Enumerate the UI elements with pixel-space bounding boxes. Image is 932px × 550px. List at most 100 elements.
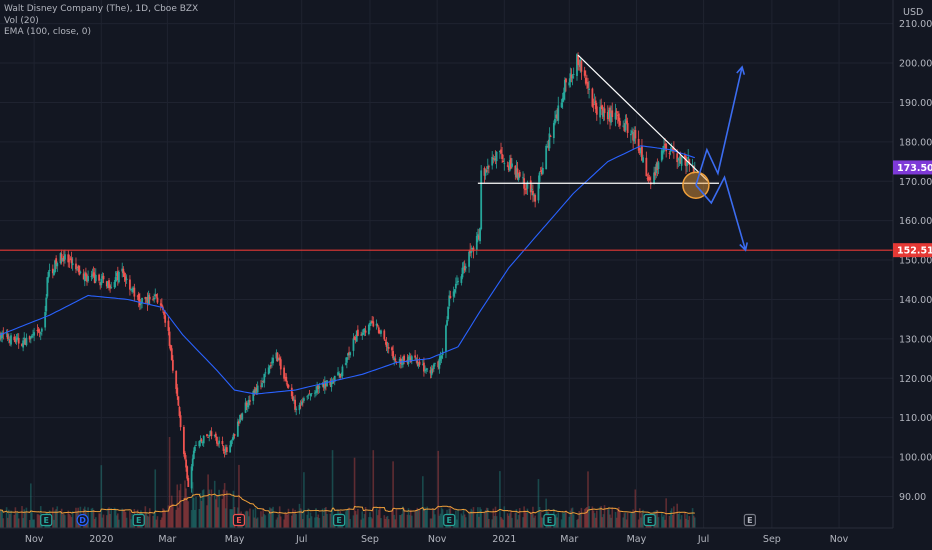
bullish-scenario-arrow[interactable] bbox=[695, 65, 746, 186]
candle-body bbox=[354, 337, 357, 341]
volume-bar bbox=[6, 517, 9, 528]
candle-body bbox=[129, 279, 131, 290]
candle-body bbox=[665, 143, 668, 152]
volume-bar bbox=[603, 505, 606, 528]
candle-body bbox=[645, 157, 648, 177]
volume-bar bbox=[599, 506, 601, 528]
candle-body bbox=[562, 92, 565, 100]
volume-bar bbox=[255, 518, 258, 528]
volume-bar bbox=[24, 511, 27, 528]
candle-body bbox=[591, 88, 594, 107]
volume-bar bbox=[694, 517, 696, 528]
volume-bar bbox=[488, 518, 490, 528]
candle-body bbox=[279, 359, 282, 370]
candle-body bbox=[67, 254, 70, 263]
resistance-trendline[interactable] bbox=[577, 54, 709, 182]
candle-body bbox=[69, 258, 72, 260]
candle-body bbox=[617, 113, 620, 122]
volume-bar bbox=[417, 509, 420, 528]
volume-bar bbox=[129, 510, 131, 528]
candle-body bbox=[507, 165, 510, 171]
candle-body bbox=[37, 329, 40, 332]
candle-body bbox=[46, 277, 49, 297]
volume-bar bbox=[433, 509, 435, 528]
candle-body bbox=[114, 277, 117, 283]
candle-body bbox=[260, 385, 262, 387]
candle-body bbox=[23, 337, 26, 339]
volume-bar bbox=[415, 510, 418, 528]
volume-bar bbox=[270, 508, 272, 528]
candle-body bbox=[438, 358, 441, 369]
volume-bar bbox=[638, 508, 641, 528]
candle-body bbox=[483, 168, 486, 176]
time-axis-ticks[interactable]: Nov 2020 Mar May Jul Sep Nov 2021 Mar May Jul Sep No… bbox=[25, 534, 849, 545]
symbol-legend[interactable]: Walt Disney Company (The), 1D, Cboe BZX bbox=[4, 4, 199, 14]
price-tick-label: 140.00 bbox=[899, 295, 932, 306]
volume-bar bbox=[186, 496, 188, 528]
volume-bar bbox=[310, 516, 313, 528]
candle-body bbox=[503, 163, 506, 165]
volume-bar bbox=[232, 490, 235, 528]
volume-bar bbox=[385, 516, 388, 528]
volume-bar bbox=[209, 496, 212, 528]
candle-body bbox=[7, 338, 10, 340]
volume-bar bbox=[375, 508, 378, 528]
candle-body bbox=[170, 348, 173, 361]
volume-bar bbox=[485, 507, 488, 528]
volume-bar bbox=[306, 514, 309, 528]
candle-body bbox=[247, 399, 250, 406]
ema-legend[interactable]: EMA (100, close, 0) bbox=[4, 27, 92, 37]
candle-body bbox=[492, 158, 495, 159]
volume-bar bbox=[409, 509, 412, 528]
candle-body bbox=[384, 339, 387, 341]
volume-bar bbox=[429, 518, 432, 528]
candle-body bbox=[223, 452, 226, 454]
volume-legend[interactable]: Vol (20) bbox=[4, 15, 39, 26]
volume-bar bbox=[518, 508, 521, 528]
volume-bar bbox=[100, 465, 103, 528]
candle-body bbox=[17, 337, 20, 344]
volume-bar bbox=[434, 514, 436, 528]
candle-body bbox=[102, 275, 105, 280]
time-tick-label: Mar bbox=[560, 534, 578, 545]
volume-bar bbox=[493, 515, 496, 528]
volume-bar bbox=[688, 516, 691, 528]
candle-body bbox=[501, 154, 504, 159]
bearish-scenario-arrow[interactable] bbox=[695, 175, 748, 252]
volume-bar bbox=[631, 512, 633, 528]
volume-bar bbox=[578, 511, 580, 528]
volume-bar bbox=[379, 506, 381, 528]
volume-bar bbox=[384, 518, 387, 528]
volume-bar bbox=[148, 508, 151, 528]
volume-bar bbox=[162, 508, 164, 528]
candle-body bbox=[132, 288, 135, 292]
volume-bar bbox=[52, 507, 54, 528]
candle-body bbox=[364, 330, 367, 333]
volume-bar bbox=[400, 515, 402, 528]
candle-body bbox=[440, 355, 443, 359]
candle-body bbox=[634, 130, 637, 139]
volume-bar bbox=[293, 513, 295, 528]
candle-body bbox=[479, 227, 481, 242]
ema-100-line bbox=[0, 145, 695, 395]
candle-body bbox=[677, 158, 680, 161]
candle-body bbox=[264, 372, 267, 374]
candle-body bbox=[222, 445, 225, 451]
event-marker: E bbox=[232, 513, 246, 527]
volume-bar bbox=[156, 516, 159, 528]
volume-bar bbox=[9, 514, 11, 528]
candle-body bbox=[561, 98, 564, 103]
earnings-marker-box bbox=[132, 513, 145, 527]
candle-body bbox=[619, 120, 621, 126]
candle-body bbox=[462, 267, 465, 269]
price-tick-label: 180.00 bbox=[899, 137, 932, 148]
volume-bar bbox=[609, 514, 611, 528]
candle-body bbox=[484, 169, 487, 176]
volume-bar bbox=[122, 509, 125, 528]
candle-body bbox=[39, 333, 42, 335]
candle-body bbox=[241, 413, 244, 420]
candle-body bbox=[233, 434, 236, 436]
price-axis-ticks[interactable]: 90.00 100.00 110.00 120.00 130.00 140.00 150.0… bbox=[899, 19, 932, 503]
